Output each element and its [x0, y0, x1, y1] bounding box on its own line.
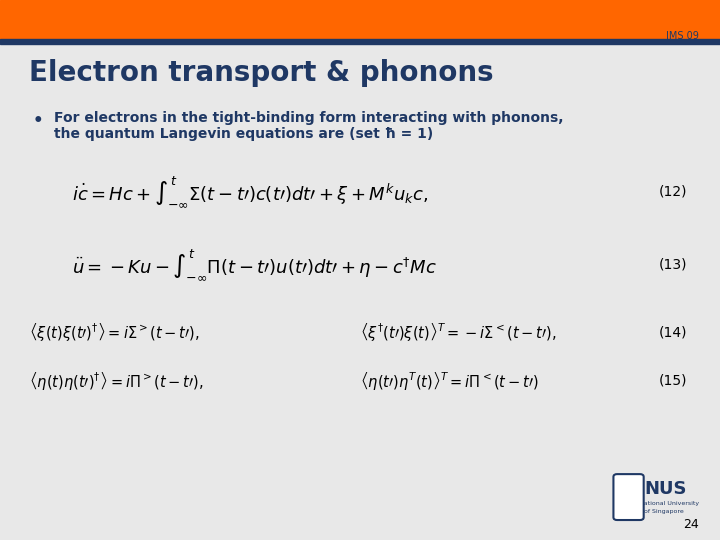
Text: (12): (12) — [659, 185, 688, 199]
Text: $\left\langle \eta(t)\eta(t\prime)^{\dagger} \right\rangle = i\Pi^{>}(t-t\prime): $\left\langle \eta(t)\eta(t\prime)^{\dag… — [29, 370, 203, 392]
Text: National University: National University — [639, 501, 700, 506]
Text: IMS 09: IMS 09 — [665, 31, 698, 41]
Text: •: • — [32, 112, 43, 131]
Text: (15): (15) — [659, 374, 688, 388]
Text: (14): (14) — [659, 325, 688, 339]
Text: $\left\langle \xi^{\dagger}(t\prime)\xi(t) \right\rangle^{T} = -i\Sigma^{<}(t-t\: $\left\langle \xi^{\dagger}(t\prime)\xi(… — [360, 321, 557, 343]
Bar — [0, 0, 720, 39]
Text: NUS: NUS — [644, 480, 687, 498]
Bar — [0, 39, 720, 44]
Text: of Singapore: of Singapore — [644, 509, 684, 515]
Text: $\left\langle \xi(t)\xi(t\prime)^{\dagger} \right\rangle = i\Sigma^{>}(t-t\prime: $\left\langle \xi(t)\xi(t\prime)^{\dagge… — [29, 321, 199, 343]
Text: the quantum Langevin equations are (set ħ = 1): the quantum Langevin equations are (set … — [54, 127, 433, 141]
Text: $i\dot{c}= Hc + \int_{-\infty}^{t} \Sigma(t-t\prime)c(t\prime)dt\prime + \xi + M: $i\dot{c}= Hc + \int_{-\infty}^{t} \Sigm… — [72, 174, 428, 209]
FancyBboxPatch shape — [613, 474, 644, 520]
Text: For electrons in the tight-binding form interacting with phonons,: For electrons in the tight-binding form … — [54, 111, 564, 125]
Text: $\left\langle \eta(t\prime)\eta^{T}(t) \right\rangle^{T} = i\Pi^{<}(t-t\prime)$: $\left\langle \eta(t\prime)\eta^{T}(t) \… — [360, 370, 539, 392]
Text: 24: 24 — [683, 518, 698, 531]
Text: Electron transport & phonons: Electron transport & phonons — [29, 59, 493, 87]
Text: (13): (13) — [659, 258, 688, 272]
Text: $\ddot{u}= -Ku - \int_{-\infty}^{t} \Pi(t-t\prime)u(t\prime)dt\prime + \eta - c^: $\ddot{u}= -Ku - \int_{-\infty}^{t} \Pi(… — [72, 247, 437, 282]
